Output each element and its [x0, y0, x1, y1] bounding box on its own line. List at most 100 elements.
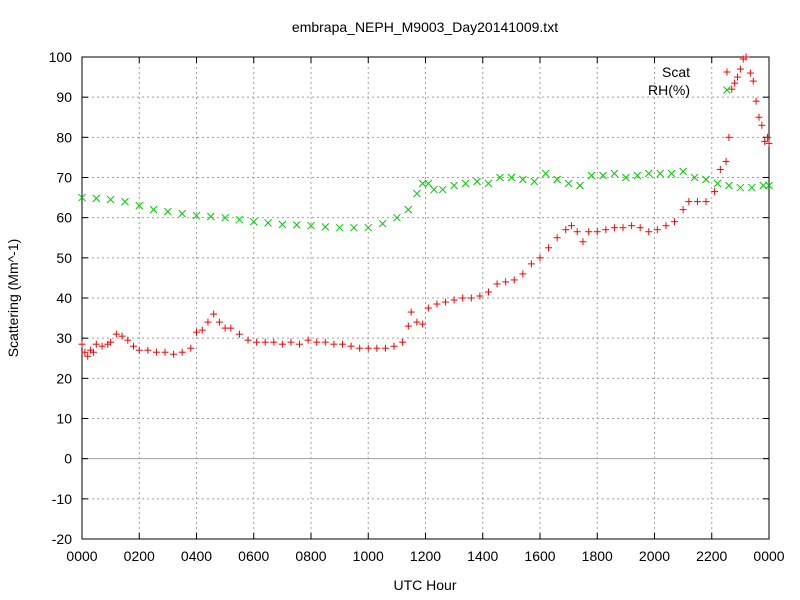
- scat-point: [198, 326, 206, 334]
- scat-point: [287, 338, 295, 346]
- scat-point: [693, 198, 701, 206]
- scat-point: [734, 73, 742, 81]
- scat-point: [519, 270, 527, 278]
- scat-point: [510, 276, 518, 284]
- scat-point: [602, 226, 610, 234]
- rh-point: [656, 169, 665, 178]
- rh-point: [292, 221, 301, 229]
- x-axis-label: UTC Hour: [393, 577, 456, 593]
- scat-point: [742, 53, 750, 61]
- scat-point: [728, 85, 736, 93]
- scat-point: [227, 324, 235, 332]
- scat-point: [244, 336, 252, 344]
- scat-point: [130, 342, 138, 350]
- y-tick-label: -20: [52, 531, 72, 547]
- scat-point: [304, 336, 312, 344]
- rh-point: [679, 167, 687, 176]
- scat-point: [493, 280, 501, 288]
- scat-point: [579, 238, 587, 246]
- scat-point: [313, 338, 321, 346]
- scat-point: [78, 340, 86, 348]
- rh-point: [378, 219, 387, 228]
- scat-point: [716, 165, 724, 173]
- rh-point: [644, 169, 653, 178]
- rh-point: [633, 171, 642, 180]
- scat-point: [399, 338, 407, 346]
- scat-point: [484, 288, 492, 296]
- rh-point: [235, 215, 244, 224]
- x-tick-label: 1000: [353, 548, 384, 564]
- rh-point: [461, 179, 470, 188]
- scat-point: [407, 308, 415, 316]
- rh-point: [484, 179, 493, 188]
- rh-point: [759, 181, 768, 190]
- rh-point: [192, 211, 201, 220]
- scat-point: [433, 300, 441, 308]
- x-tick-label: 0600: [238, 548, 269, 564]
- scat-point: [330, 340, 338, 348]
- rh-point: [350, 223, 358, 232]
- scat-point: [253, 338, 261, 346]
- y-tick-label: -10: [52, 491, 72, 507]
- rh-point: [507, 173, 516, 182]
- rh-point: [518, 175, 527, 184]
- scat-point: [419, 320, 427, 328]
- scat-point: [764, 133, 772, 141]
- rh-point: [404, 205, 413, 214]
- scat-point: [187, 344, 195, 352]
- legend-symbol-rh: [723, 86, 731, 94]
- rh-point: [92, 194, 101, 203]
- legend-label-rh: RH(%): [648, 82, 690, 98]
- series-rh: [78, 167, 773, 232]
- scat-point: [210, 310, 218, 318]
- scat-point: [144, 346, 152, 354]
- scat-point: [567, 222, 575, 230]
- legend-marker-rh: [723, 86, 731, 94]
- rh-point: [541, 169, 550, 178]
- scat-point: [442, 298, 450, 306]
- rh-point: [564, 179, 573, 188]
- scat-point: [170, 350, 178, 358]
- rh-point: [610, 169, 619, 178]
- scat-point: [749, 77, 757, 85]
- scat-point: [178, 348, 186, 356]
- scat-point: [84, 352, 92, 360]
- scat-point: [636, 224, 644, 232]
- rh-point: [702, 175, 710, 184]
- scat-point: [296, 340, 304, 348]
- scat-point: [404, 322, 412, 330]
- rh-point: [747, 183, 756, 192]
- scat-point: [235, 330, 243, 338]
- y-tick-label: 40: [56, 290, 72, 306]
- scat-point: [527, 260, 535, 268]
- rh-point: [364, 223, 373, 232]
- scat-point: [725, 133, 733, 141]
- y-tick-label: 30: [56, 330, 72, 346]
- scat-point: [610, 224, 618, 232]
- rh-point: [206, 212, 215, 221]
- rh-point: [221, 213, 229, 222]
- scat-point: [679, 206, 687, 214]
- scat-point: [731, 79, 739, 87]
- x-tick-label: 1800: [582, 548, 613, 564]
- x-tick-label: 0800: [295, 548, 326, 564]
- scat-point: [92, 340, 100, 348]
- x-tick-label: 1600: [524, 548, 555, 564]
- scat-point: [450, 296, 458, 304]
- rh-point: [553, 175, 562, 184]
- scat-point: [761, 137, 769, 145]
- y-tick-label: 70: [56, 170, 72, 186]
- tick-labels: 0000 0200 0400 0600 0800 1000 1200 1400 1600 1800…: [49, 49, 785, 564]
- rh-point: [418, 179, 427, 188]
- scat-point: [373, 344, 381, 352]
- scat-point: [390, 342, 398, 350]
- rh-point: [178, 209, 187, 218]
- rh-point: [736, 183, 745, 192]
- scat-point: [502, 278, 510, 286]
- rh-point: [121, 197, 129, 206]
- y-tick-label: 90: [56, 89, 72, 105]
- scat-point: [765, 139, 773, 147]
- scat-point: [270, 338, 278, 346]
- chart-title: embrapa_NEPH_M9003_Day20141009.txt: [292, 19, 558, 35]
